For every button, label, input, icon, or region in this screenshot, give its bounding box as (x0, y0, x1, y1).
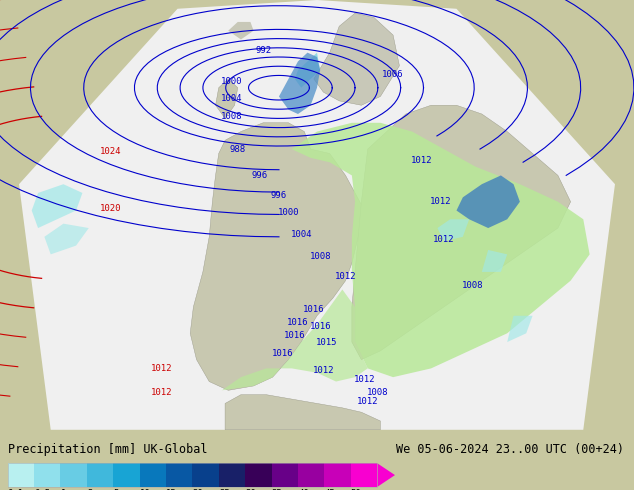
Polygon shape (279, 52, 320, 114)
Text: 1012: 1012 (354, 375, 375, 384)
Text: 1016: 1016 (309, 322, 331, 331)
Bar (298, 463, 325, 487)
Polygon shape (228, 22, 254, 40)
Bar (245, 463, 271, 487)
Bar (113, 463, 139, 487)
Text: 1008: 1008 (221, 112, 242, 121)
Bar (139, 463, 166, 487)
Text: 1004: 1004 (221, 94, 242, 103)
Text: 1000: 1000 (278, 208, 299, 217)
Text: 1012: 1012 (357, 397, 378, 406)
Text: 1012: 1012 (430, 197, 451, 206)
Polygon shape (190, 123, 365, 391)
Bar (351, 463, 377, 487)
Bar (8, 463, 34, 487)
Text: 988: 988 (230, 145, 246, 153)
Text: 1012: 1012 (411, 155, 432, 165)
Text: 1024: 1024 (100, 147, 122, 156)
Text: 1020: 1020 (100, 204, 122, 213)
Bar (166, 463, 192, 487)
Text: 996: 996 (271, 191, 287, 199)
Text: 1000: 1000 (221, 76, 242, 86)
Text: 996: 996 (252, 171, 268, 180)
Text: 1012: 1012 (151, 388, 172, 397)
Text: 1008: 1008 (366, 388, 388, 397)
Bar (34, 463, 60, 487)
Text: 992: 992 (255, 46, 271, 55)
Text: 1006: 1006 (382, 70, 404, 79)
Polygon shape (292, 123, 590, 377)
Bar (192, 463, 219, 487)
Polygon shape (225, 395, 380, 430)
Polygon shape (377, 463, 395, 487)
Polygon shape (352, 105, 571, 360)
Text: 1012: 1012 (151, 364, 172, 373)
Polygon shape (32, 184, 82, 228)
Polygon shape (19, 0, 615, 430)
Bar (325, 463, 351, 487)
Bar (219, 463, 245, 487)
Text: Precipitation [mm] UK-Global: Precipitation [mm] UK-Global (8, 442, 207, 456)
Polygon shape (482, 250, 507, 272)
Polygon shape (222, 290, 368, 391)
Bar (271, 463, 298, 487)
Polygon shape (456, 175, 520, 228)
Polygon shape (507, 316, 533, 342)
Polygon shape (216, 79, 238, 119)
Text: 1016: 1016 (287, 318, 309, 327)
Polygon shape (437, 220, 469, 241)
Text: 1008: 1008 (309, 252, 331, 261)
Text: 1016: 1016 (271, 348, 293, 358)
Text: 1004: 1004 (290, 230, 312, 239)
Bar (60, 463, 87, 487)
Text: 1012: 1012 (433, 235, 455, 244)
Polygon shape (314, 13, 399, 105)
Polygon shape (44, 223, 89, 254)
Bar (8, 463, 377, 487)
Text: 1008: 1008 (462, 281, 483, 290)
Text: 1012: 1012 (313, 366, 334, 375)
Text: 1016: 1016 (284, 331, 306, 340)
Text: We 05-06-2024 23..00 UTC (00+24): We 05-06-2024 23..00 UTC (00+24) (396, 442, 624, 456)
Bar (87, 463, 113, 487)
Text: 1016: 1016 (303, 305, 325, 314)
Text: 1012: 1012 (335, 272, 356, 281)
Text: 1015: 1015 (316, 338, 337, 346)
Polygon shape (295, 52, 320, 88)
